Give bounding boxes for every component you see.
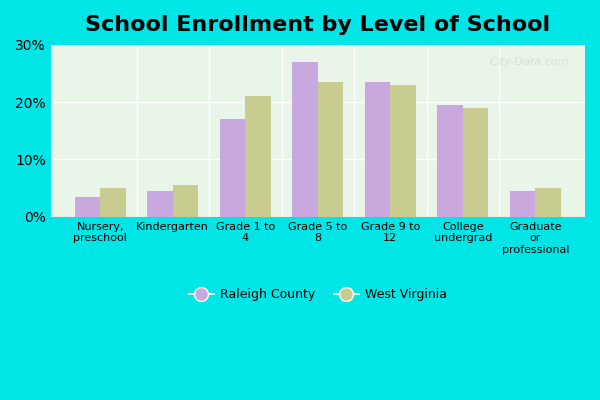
Bar — [148, 191, 173, 217]
Text: City-Data.com: City-Data.com — [490, 57, 569, 67]
Bar — [100, 188, 125, 217]
Title: School Enrollment by Level of School: School Enrollment by Level of School — [85, 15, 550, 35]
Bar — [510, 191, 535, 217]
Bar — [437, 105, 463, 217]
Bar — [365, 82, 391, 217]
Bar — [463, 108, 488, 217]
Bar — [245, 96, 271, 217]
Bar — [75, 197, 100, 217]
Bar — [535, 188, 561, 217]
Bar — [220, 119, 245, 217]
Bar — [318, 82, 343, 217]
Bar — [292, 62, 318, 217]
Bar — [391, 85, 416, 217]
Legend: Raleigh County, West Virginia: Raleigh County, West Virginia — [188, 288, 447, 301]
Bar — [173, 185, 198, 217]
